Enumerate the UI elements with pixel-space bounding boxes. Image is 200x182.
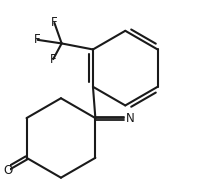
Text: F: F	[50, 53, 57, 66]
Text: O: O	[3, 164, 13, 177]
Text: F: F	[34, 33, 41, 46]
Text: F: F	[51, 16, 58, 29]
Text: N: N	[126, 112, 135, 125]
